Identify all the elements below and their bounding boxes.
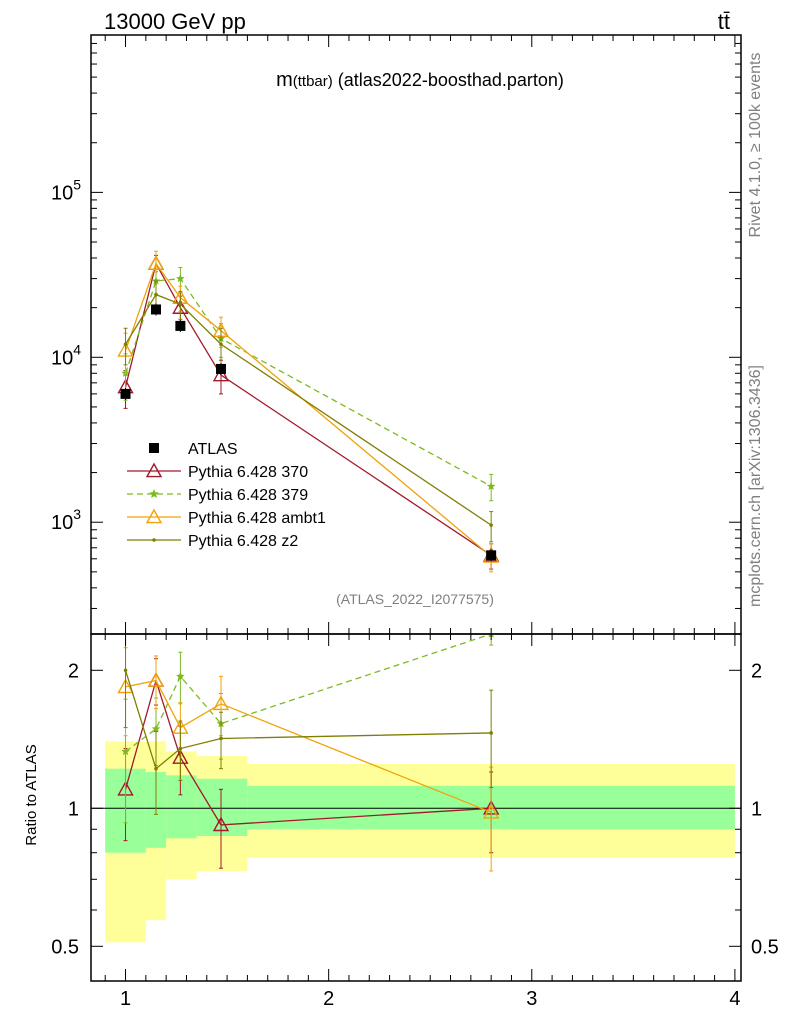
marker-dot (152, 538, 156, 542)
legend-item: Pythia 6.428 370 (127, 462, 308, 481)
x-tick-label: 3 (526, 988, 537, 1010)
main-series-z2 (123, 280, 494, 543)
marker-dot (178, 302, 183, 306)
marker-dot (123, 668, 128, 673)
marker-dot (178, 746, 183, 751)
marker-square (149, 443, 159, 453)
tick-mantissa: 10 (51, 182, 73, 204)
marker-triangle (212, 695, 230, 711)
tick-exponent: 3 (73, 506, 81, 522)
marker-square (151, 304, 161, 315)
marker-triangle (145, 462, 163, 478)
main-y-tick-label: 105 (51, 176, 81, 204)
energy-label: 13000 GeV pp (104, 9, 246, 34)
marker-star (149, 489, 159, 498)
analysis-id-label: (ATLAS_2022_I2077575) (336, 591, 494, 607)
marker-star (486, 481, 496, 490)
ratio-y-tick-label: 2 (68, 660, 79, 682)
title-rest: (atlas2022-boosthad.parton) (333, 70, 564, 90)
ratio-y-tick-label: 1 (68, 798, 79, 820)
marker-star (176, 274, 185, 283)
mcplots-label: mcplots.cern.ch [arXiv:1306.3436] (747, 365, 764, 607)
band-inner (166, 775, 197, 839)
ratio-panel: 1 2 3 4 0.5 0.5 1 1 2 2 (51, 35, 779, 1010)
main-y-tick-label: 103 (51, 506, 81, 534)
title-main: m (276, 69, 293, 91)
marker-dot (123, 342, 128, 347)
process-label: tt̄ (718, 9, 730, 34)
ratio-y-tick-label-right: 1 (751, 798, 762, 820)
tick-mantissa: 10 (51, 347, 73, 369)
marker-square (120, 388, 131, 399)
ratio-y-tick-label-right: 0.5 (751, 936, 779, 958)
rivet-version-label: Rivet 4.1.0, ≥ 100k events (747, 53, 764, 238)
ratio-axis-label: Ratio to ATLAS (23, 744, 40, 845)
ratio-series-z2 (123, 634, 494, 815)
marker-triangle (147, 255, 165, 270)
legend-item: Pythia 6.428 z2 (127, 533, 298, 550)
marker-dot (489, 731, 493, 735)
x-tick-label: 1 (120, 988, 131, 1010)
marker-triangle (145, 508, 163, 524)
marker-square (486, 550, 497, 561)
x-tick-label: 2 (323, 988, 334, 1010)
legend-item: Pythia 6.428 379 (127, 487, 308, 504)
data-series-atlas (120, 303, 497, 562)
ratio-y-tick-label: 0.5 (51, 936, 79, 958)
tick-exponent: 5 (73, 176, 81, 192)
x-tick-label: 4 (729, 988, 740, 1010)
title-sub: (ttbar) (293, 73, 333, 90)
marker-triangle (212, 366, 230, 382)
x-axis: 1 2 3 4 (104, 35, 740, 1010)
ratio-series (117, 634, 500, 872)
marker-star (151, 724, 161, 733)
ratio-y-axis: 0.5 0.5 1 1 2 2 (51, 660, 779, 958)
marker-triangle (147, 672, 165, 687)
band-inner (196, 778, 248, 837)
marker-dot (219, 736, 223, 741)
plot-title: m(ttbar) (atlas2022-boosthad.parton) (276, 69, 564, 91)
marker-dot (489, 523, 493, 527)
marker-dot (219, 342, 223, 347)
marker-dot (154, 766, 158, 771)
main-y-tick-label: 104 (51, 341, 81, 369)
legend-label: Pythia 6.428 ambt1 (188, 510, 326, 527)
ratio-y-tick-label-right: 2 (751, 660, 762, 682)
marker-star (176, 671, 185, 680)
uncertainty-bands (105, 741, 735, 943)
marker-dot (154, 292, 158, 297)
tick-exponent: 4 (73, 341, 81, 357)
marker-triangle (482, 803, 500, 819)
legend-label: Pythia 6.428 379 (188, 487, 308, 504)
legend-item: ATLAS (149, 441, 238, 458)
marker-square (216, 363, 226, 374)
legend: ATLAS Pythia 6.428 370 Pythia 6.428 379 Pyt… (127, 441, 326, 550)
legend-item: Pythia 6.428 ambt1 (127, 508, 326, 527)
legend-label: Pythia 6.428 370 (188, 464, 308, 481)
marker-square (175, 320, 186, 331)
ratio-frame (90, 633, 742, 982)
legend-label: Pythia 6.428 z2 (188, 533, 298, 550)
tick-mantissa: 10 (51, 512, 73, 534)
legend-label: ATLAS (188, 441, 238, 458)
marker-triangle (212, 816, 230, 832)
marker-star (121, 747, 130, 756)
